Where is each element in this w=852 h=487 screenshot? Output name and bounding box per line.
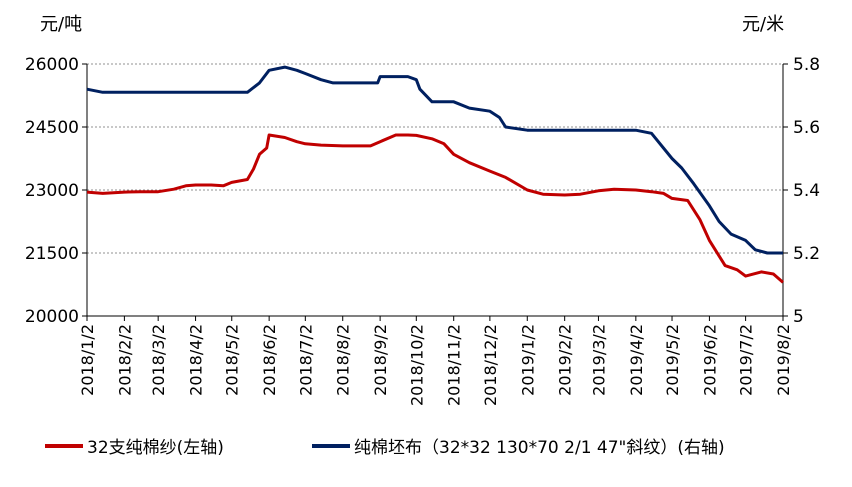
legend-swatch-cotton-yarn bbox=[45, 443, 83, 448]
legend-item-cotton-yarn: 32支纯棉纱(左轴) bbox=[45, 433, 224, 458]
x-tick-label: 2018/7/2 bbox=[296, 324, 315, 396]
x-tick-label: 2019/7/2 bbox=[737, 324, 756, 396]
left-tick-label: 23000 bbox=[25, 181, 79, 201]
right-tick-label: 5.6 bbox=[793, 118, 820, 138]
x-tick-label: 2019/2/2 bbox=[556, 324, 575, 396]
x-tick-label: 2019/6/2 bbox=[700, 324, 719, 396]
x-tick-label: 2018/3/2 bbox=[149, 324, 168, 396]
right-tick-label: 5.2 bbox=[793, 244, 820, 264]
legend-label-grey-fabric: 纯棉坯布（32*32 130*70 2/1 47"斜纹）(右轴) bbox=[354, 438, 725, 458]
x-tick-label: 2019/4/2 bbox=[627, 324, 646, 396]
x-tick-label: 2019/8/2 bbox=[774, 324, 793, 396]
x-tick-label: 2018/12/2 bbox=[481, 324, 500, 406]
left-tick-label: 26000 bbox=[25, 55, 79, 75]
series-line-cotton-yarn bbox=[86, 133, 784, 284]
legend-swatch-grey-fabric bbox=[312, 443, 350, 448]
x-tick-label: 2018/8/2 bbox=[334, 324, 353, 396]
x-tick-label: 2019/5/2 bbox=[663, 324, 682, 396]
x-tick-label: 2018/9/2 bbox=[371, 324, 390, 396]
left-tick-label: 20000 bbox=[25, 307, 79, 327]
right-axis-unit: 元/米 bbox=[742, 14, 785, 35]
x-tick-label: 2019/1/2 bbox=[518, 324, 537, 396]
x-tick-label: 2018/11/2 bbox=[445, 324, 464, 406]
left-axis-unit: 元/吨 bbox=[40, 14, 83, 35]
right-tick-label: 5 bbox=[793, 307, 804, 327]
x-tick-label: 2018/6/2 bbox=[260, 324, 279, 396]
x-tick-label: 2018/2/2 bbox=[115, 324, 134, 396]
right-tick-label: 5.8 bbox=[793, 55, 820, 75]
left-tick-label: 21500 bbox=[25, 244, 79, 264]
x-tick-label: 2018/5/2 bbox=[223, 324, 242, 396]
right-tick-label: 5.4 bbox=[793, 181, 820, 201]
x-tick-label: 2018/1/2 bbox=[78, 324, 97, 396]
x-tick-label: 2019/3/2 bbox=[589, 324, 608, 396]
x-tick-label: 2018/4/2 bbox=[187, 324, 206, 396]
x-tick-label: 2018/10/2 bbox=[407, 324, 426, 406]
legend-label-cotton-yarn: 32支纯棉纱(左轴) bbox=[87, 438, 224, 458]
left-tick-label: 24500 bbox=[25, 118, 79, 138]
legend-item-grey-fabric: 纯棉坯布（32*32 130*70 2/1 47"斜纹）(右轴) bbox=[312, 433, 725, 458]
series-line-grey-fabric bbox=[86, 65, 783, 255]
